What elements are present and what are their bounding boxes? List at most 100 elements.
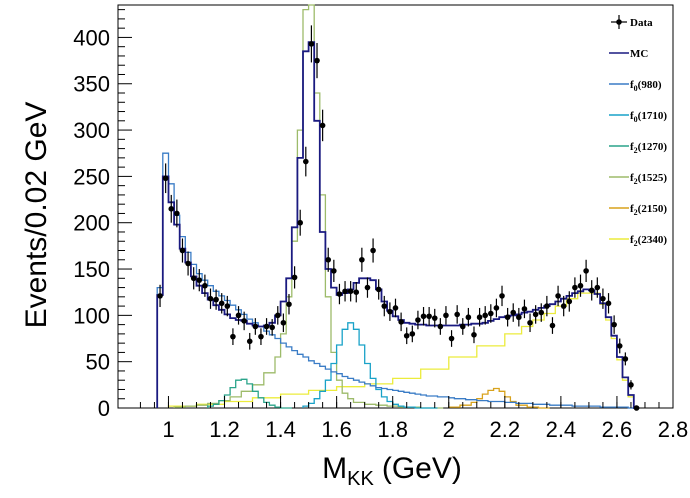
data-point: [174, 199, 180, 228]
data-marker: [168, 206, 175, 212]
x-axis-title-sub: KK: [347, 468, 374, 490]
data-point: [303, 146, 309, 177]
data-point: [504, 307, 511, 327]
data-point: [274, 306, 281, 325]
data-point: [342, 281, 348, 302]
data-point: [409, 325, 416, 343]
x-tick-label: 2.6: [602, 417, 633, 442]
data-marker: [538, 309, 545, 316]
data-marker: [336, 291, 343, 297]
data-point: [521, 299, 528, 319]
data-marker: [566, 298, 573, 305]
data-point: [252, 318, 259, 335]
data-point: [431, 308, 438, 328]
data-marker: [555, 293, 561, 299]
data-marker: [190, 275, 197, 282]
data-marker: [583, 268, 589, 274]
y-tick-label: 350: [73, 72, 110, 97]
data-marker: [560, 303, 567, 309]
data-point: [448, 330, 455, 347]
x-tick-label: 1.8: [377, 417, 408, 442]
data-point: [157, 284, 163, 308]
data-marker: [504, 314, 511, 321]
data-marker: [454, 311, 460, 318]
data-point: [516, 307, 522, 327]
legend-label: MC: [630, 48, 648, 60]
data-marker: [527, 319, 533, 326]
data-point: [196, 269, 203, 292]
data-point: [476, 307, 483, 327]
data-point: [628, 380, 634, 390]
data-point: [297, 209, 303, 236]
data-point: [443, 306, 449, 325]
data-marker: [431, 315, 438, 321]
data-point: [325, 247, 332, 272]
data-point: [202, 274, 208, 297]
x-tick-label: 2.2: [490, 417, 521, 442]
data-point: [459, 318, 466, 335]
legend-entry: f2(1270): [609, 141, 667, 155]
x-tick-label: 1.6: [321, 417, 352, 442]
data-marker: [616, 343, 623, 349]
data-point: [633, 405, 640, 411]
data-marker: [303, 158, 309, 165]
data-point: [190, 267, 197, 290]
y-tick-label: 150: [73, 257, 110, 282]
data-point: [331, 259, 337, 283]
data-marker: [459, 323, 466, 330]
data-marker: [549, 322, 556, 329]
series-line-3: [207, 378, 292, 409]
data-marker: [230, 333, 236, 340]
data-marker: [252, 323, 259, 330]
data-point: [499, 285, 505, 307]
axes-layer: 1 1.2 1.4 1.6 1.8 2 2.2 2.4 2.6 2.805010015020025…: [73, 9, 688, 442]
legend-label: f2(2150): [630, 203, 667, 217]
data-marker: [516, 314, 522, 321]
data-marker: [611, 321, 617, 328]
legend-entry: Data: [611, 15, 653, 29]
data-marker: [359, 256, 365, 263]
data-marker: [572, 284, 578, 291]
legend-label: f2(1525): [630, 172, 667, 186]
data-point: [207, 288, 214, 309]
data-point: [572, 277, 578, 298]
data-point: [370, 238, 376, 263]
data-marker: [443, 312, 449, 319]
data-marker: [381, 303, 388, 309]
data-marker: [633, 405, 640, 411]
data-marker: [588, 287, 595, 294]
data-point: [364, 277, 371, 298]
y-tick-label: 50: [86, 350, 110, 375]
legend-entry: f2(2340): [609, 234, 667, 248]
data-marker: [347, 288, 354, 295]
data-marker: [398, 319, 404, 325]
x-tick-label: 2: [443, 417, 455, 442]
data-point: [605, 293, 612, 314]
legend-label-sub: 2: [634, 146, 638, 155]
data-marker: [577, 282, 584, 289]
data-point: [392, 298, 399, 318]
data-point: [263, 318, 270, 335]
data-marker: [274, 312, 281, 319]
legend: DataMCf0(980)f0(1710)f2(1270)f2(1525)f2(…: [609, 15, 667, 248]
data-marker: [258, 333, 264, 340]
data-point: [527, 313, 533, 333]
legend-label-main: Data: [630, 17, 653, 29]
data-point: [162, 163, 169, 194]
data-marker: [387, 308, 393, 315]
data-marker: [488, 310, 494, 317]
x-axis-title: MKK (GeV): [322, 452, 462, 490]
data-point: [622, 352, 629, 366]
data-marker: [157, 293, 163, 299]
x-axis-title-main: M: [322, 452, 347, 485]
data-marker: [174, 210, 180, 217]
data-marker: [291, 274, 298, 281]
data-marker: [246, 338, 253, 345]
legend-label-sub: 2: [634, 239, 638, 248]
data-marker: [196, 277, 203, 283]
data-point: [218, 293, 225, 314]
data-point: [213, 289, 219, 310]
data-marker: [331, 268, 337, 274]
data-marker: [544, 303, 550, 309]
